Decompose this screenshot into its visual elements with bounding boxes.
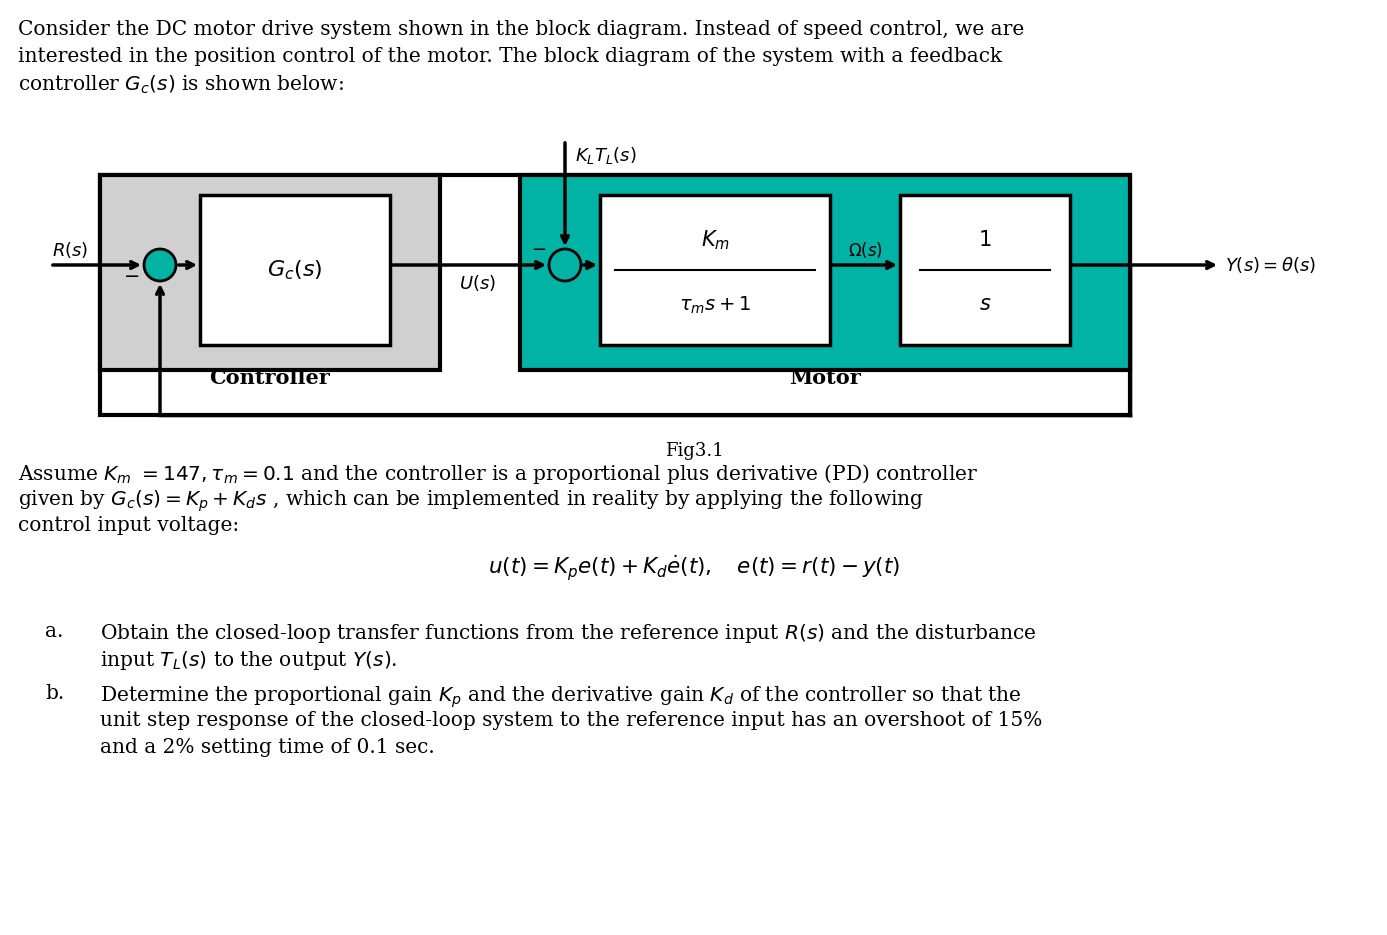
Text: $G_c(s)$: $G_c(s)$ [268, 258, 323, 281]
Text: unit step response of the closed-loop system to the reference input has an overs: unit step response of the closed-loop sy… [100, 711, 1043, 730]
Text: $\mathit{u(t) = K_p e(t) + K_d \dot{e}(t), \quad e(t) = r(t) - y(t)}$: $\mathit{u(t) = K_p e(t) + K_d \dot{e}(t… [488, 553, 900, 583]
Text: $R(s)$: $R(s)$ [51, 240, 89, 260]
Text: Controller: Controller [209, 368, 330, 388]
Text: Fig3.1: Fig3.1 [664, 442, 724, 460]
Text: $U(s)$: $U(s)$ [459, 273, 497, 293]
Bar [100, 175, 440, 370]
Text: control input voltage:: control input voltage: [18, 516, 239, 535]
Text: given by $\mathit{G_c(s)=K_p+K_ds}$ , which can be implemented in reality by app: given by $\mathit{G_c(s)=K_p+K_ds}$ , wh… [18, 489, 924, 514]
Text: Assume $\mathit{K_m}$ $=147, \mathit{\tau_m}=0.1$ and the controller is a propor: Assume $\mathit{K_m}$ $=147, \mathit{\ta… [18, 462, 978, 486]
Text: Motor: Motor [789, 368, 861, 388]
Text: $s$: $s$ [979, 295, 992, 314]
Text: $Y(s)=\theta(s)$: $Y(s)=\theta(s)$ [1225, 255, 1316, 275]
Bar [900, 195, 1069, 345]
Text: $-$: $-$ [123, 266, 139, 284]
Bar [601, 195, 829, 345]
Bar [520, 175, 1130, 370]
Text: $\tau_m s+1$: $\tau_m s+1$ [678, 295, 752, 316]
Bar [100, 175, 1130, 415]
Text: $1$: $1$ [978, 230, 992, 250]
Text: Determine the proportional gain $\mathit{K_p}$ and the derivative gain $\mathit{: Determine the proportional gain $\mathit… [100, 684, 1022, 710]
Circle shape [549, 249, 581, 281]
Text: controller $\mathit{G_c(s)}$ is shown below:: controller $\mathit{G_c(s)}$ is shown be… [18, 74, 344, 96]
Text: and a 2% setting time of 0.1 sec.: and a 2% setting time of 0.1 sec. [100, 738, 434, 757]
Text: $K_L T_L(s)$: $K_L T_L(s)$ [576, 145, 637, 166]
Bar [200, 195, 390, 345]
Text: b.: b. [44, 684, 64, 703]
Text: $\Omega(s)$: $\Omega(s)$ [847, 240, 882, 260]
Text: Obtain the closed-loop transfer functions from the reference input $\mathit{R(s): Obtain the closed-loop transfer function… [100, 622, 1037, 645]
Circle shape [144, 249, 176, 281]
Text: Consider the DC motor drive system shown in the block diagram. Instead of speed : Consider the DC motor drive system shown… [18, 20, 1024, 39]
Text: input $\mathit{T_L(s)}$ to the output $\mathit{Y(s)}$.: input $\mathit{T_L(s)}$ to the output $\… [100, 649, 398, 672]
Text: $K_m$: $K_m$ [700, 228, 730, 252]
Text: $-$: $-$ [531, 239, 546, 257]
Text: a.: a. [44, 622, 64, 641]
Text: interested in the position control of the motor. The block diagram of the system: interested in the position control of th… [18, 47, 1003, 66]
